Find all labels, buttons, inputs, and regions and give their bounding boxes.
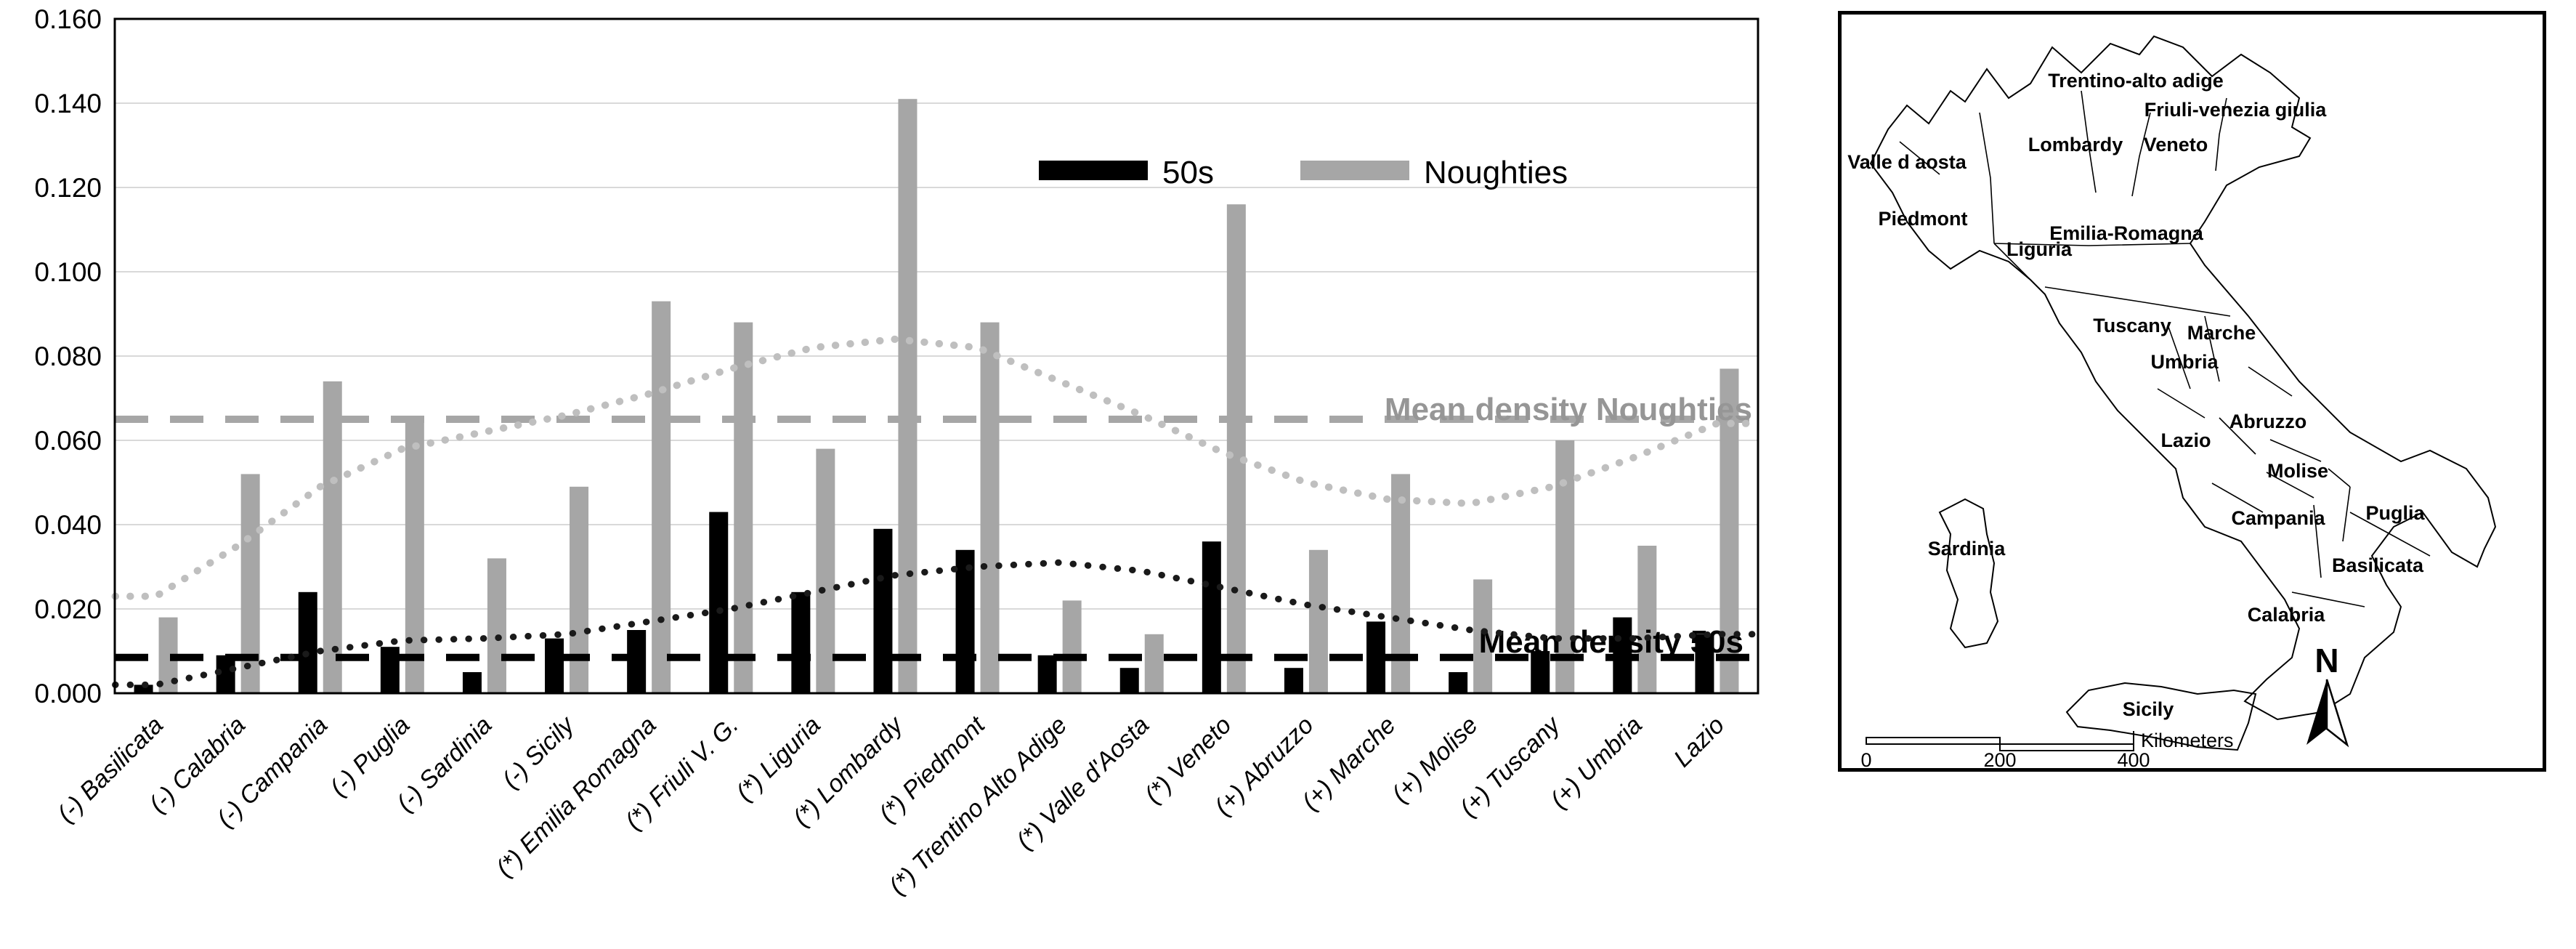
bar-noughties (898, 99, 918, 693)
bar-50s (709, 512, 729, 693)
bar-50s (545, 638, 564, 693)
x-tick-label: (-) Sicily (497, 710, 580, 793)
scale-tick-label: 200 (1983, 749, 2016, 768)
map-region-label: Sardinia (1928, 538, 2006, 560)
bar-50s (627, 630, 647, 693)
legend-swatch (1039, 161, 1148, 180)
italy-map: Valle d aosta Piedmont Lombardy Trentino-al… (1847, 35, 2497, 771)
map-region-label: Molise (2267, 460, 2328, 482)
x-tick-label: (*) Emilia Romagna (491, 711, 662, 882)
trend-line (112, 559, 1761, 688)
scale-tick-label: 400 (2117, 749, 2150, 768)
y-tick-label: 0.040 (34, 510, 102, 540)
map-region-label: Lazio (2160, 429, 2211, 451)
bar-noughties (1473, 579, 1493, 693)
map-region-label: Sicily (2123, 698, 2174, 720)
map-region-label: Emilia-Romagna (2049, 222, 2204, 244)
map-region-label: Trentino-alto adige (2048, 70, 2224, 92)
bar-noughties (1226, 204, 1246, 693)
bar-noughties (1144, 634, 1164, 693)
map-region-label: Piedmont (1878, 208, 1967, 230)
sardinia-outline (1938, 498, 1999, 649)
north-label: N (2314, 642, 2338, 679)
map-region-label: Marche (2187, 322, 2256, 344)
italy-map-panel: Valle d aosta Piedmont Lombardy Trentino-al… (1838, 11, 2546, 772)
map-region-label: Liguria (2006, 238, 2073, 260)
map-region-label: Basilicata (2332, 554, 2424, 576)
y-tick-label: 0.100 (34, 257, 102, 287)
bar-50s (134, 685, 153, 693)
map-region-label: Tuscany (2093, 315, 2171, 336)
scale-unit-label: Kilometers (2141, 730, 2234, 751)
legend-label: Noughties (1424, 155, 1568, 190)
bar-noughties (323, 381, 342, 693)
bar-noughties (652, 301, 671, 694)
bar-chart: Mean density 50s Mean density Noughties 50… (34, 4, 1762, 900)
bar-50s (873, 528, 893, 693)
map-region-label: Campania (2231, 507, 2325, 529)
bar-50s (1449, 672, 1468, 693)
italy-mainland-outline (1869, 35, 2497, 721)
y-tick-label: 0.120 (34, 173, 102, 203)
bar-noughties (405, 419, 424, 693)
bar-50s (1202, 541, 1221, 693)
bar-noughties (734, 322, 753, 693)
bar-noughties (1062, 600, 1082, 693)
scale-tick-label: 0 (1860, 749, 1871, 768)
map-scale-bar (1866, 731, 2134, 751)
bar-noughties (1308, 549, 1328, 693)
y-tick-label: 0.140 (34, 89, 102, 118)
bar-50s (1284, 668, 1303, 693)
north-arrow-icon (2306, 679, 2349, 748)
mean-line-label: Mean density Noughties (1385, 392, 1752, 427)
y-tick-label: 0.080 (34, 342, 102, 371)
mean-line-label: Mean density 50s (1479, 624, 1743, 660)
bar-50s (1037, 655, 1057, 693)
bar-50s (1119, 668, 1139, 693)
legend-label: 50s (1162, 155, 1214, 190)
map-region-label: Umbria (2150, 351, 2219, 373)
map-region-label: Friuli-venezia giulia (2144, 99, 2328, 121)
trend-line (111, 335, 1762, 600)
map-region-label: Puglia (2365, 502, 2425, 524)
map-region-label: Veneto (2144, 134, 2208, 156)
bar-chart-panel: Mean density 50s Mean density Noughties 50… (34, 4, 1762, 900)
bar-noughties (980, 322, 1000, 693)
bar-50s (1366, 621, 1386, 693)
y-tick-label: 0.000 (34, 679, 102, 708)
bar-noughties (816, 448, 835, 693)
bar-50s (462, 672, 482, 693)
x-tick-label: Lazio (1669, 711, 1730, 772)
bar-noughties (1637, 546, 1657, 693)
bar-noughties (487, 558, 506, 693)
bar-50s (791, 591, 811, 693)
bar-50s (955, 549, 975, 693)
bar-50s (298, 591, 317, 693)
map-region-label: Abruzzo (2229, 411, 2306, 432)
legend-swatch (1300, 161, 1409, 180)
map-region-label: Calabria (2248, 604, 2326, 626)
bar-noughties (570, 486, 589, 693)
y-tick-label: 0.020 (34, 594, 102, 624)
y-tick-label: 0.060 (34, 426, 102, 456)
map-region-label: Lombardy (2028, 134, 2123, 156)
bar-50s (1531, 651, 1550, 693)
x-tick-label: (-) Basilicata (52, 711, 169, 828)
map-region-label: Valle d aosta (1847, 151, 1967, 173)
plot-border (113, 17, 1759, 695)
bar-50s (1695, 634, 1714, 693)
region-borders (1899, 90, 2431, 607)
y-tick-label: 0.160 (34, 4, 102, 34)
sicily-outline (2065, 682, 2257, 751)
